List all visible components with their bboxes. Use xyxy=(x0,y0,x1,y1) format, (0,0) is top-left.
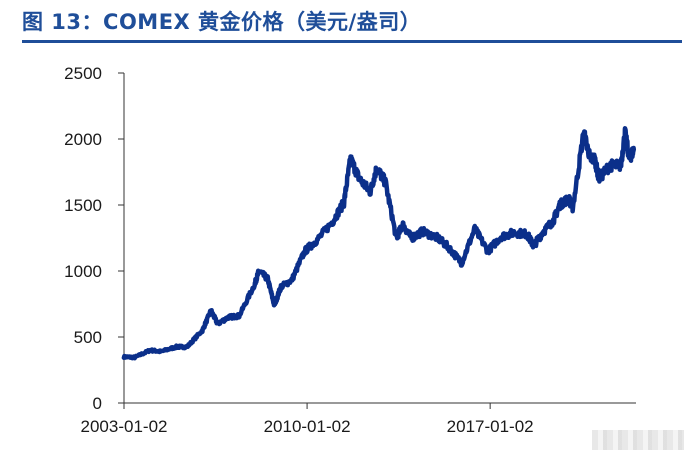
y-tick-label: 2500 xyxy=(64,64,102,83)
plot-area xyxy=(121,126,637,361)
figure-title: 图 13：COMEX 黄金价格（美元/盎司） xyxy=(22,10,422,34)
title-underline xyxy=(22,40,682,43)
x-tick-label: 2017-01-02 xyxy=(447,417,534,436)
series-line xyxy=(121,126,637,361)
x-tick-label: 2010-01-02 xyxy=(264,417,351,436)
y-tick-label: 0 xyxy=(93,394,102,413)
y-tick-label: 1500 xyxy=(64,196,102,215)
y-axis: 0 500 1000 1500 2000 2500 xyxy=(64,64,125,413)
x-tick-label: 2003-01-02 xyxy=(81,417,168,436)
x-axis: 2003-01-02 2010-01-02 2017-01-02 xyxy=(81,402,636,436)
y-tick-label: 2000 xyxy=(64,130,102,149)
y-tick-label: 500 xyxy=(74,328,102,347)
y-tick-label: 1000 xyxy=(64,262,102,281)
watermark xyxy=(592,430,684,450)
